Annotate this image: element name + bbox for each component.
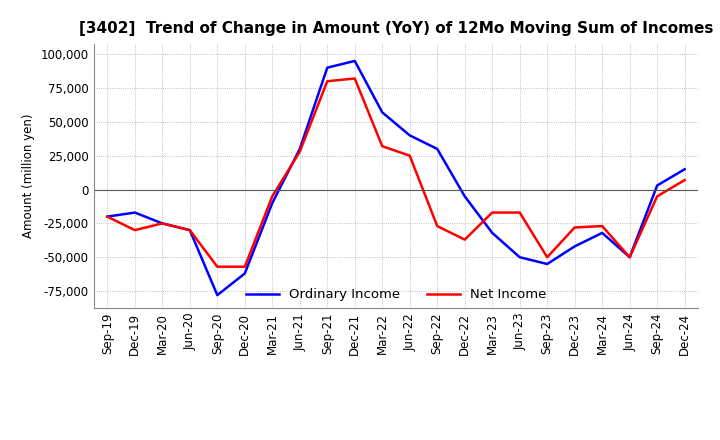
Ordinary Income xyxy=(543,261,552,267)
Net Income xyxy=(488,210,497,215)
Net Income xyxy=(626,255,634,260)
Net Income xyxy=(103,214,112,219)
Line: Net Income: Net Income xyxy=(107,78,685,267)
Y-axis label: Amount (million yen): Amount (million yen) xyxy=(22,114,35,238)
Net Income xyxy=(213,264,222,269)
Ordinary Income xyxy=(433,146,441,151)
Ordinary Income xyxy=(130,210,139,215)
Ordinary Income xyxy=(460,194,469,199)
Net Income xyxy=(460,237,469,242)
Ordinary Income xyxy=(653,183,662,188)
Net Income xyxy=(433,224,441,229)
Net Income xyxy=(543,255,552,260)
Ordinary Income xyxy=(680,167,689,172)
Net Income xyxy=(186,227,194,233)
Net Income xyxy=(598,224,606,229)
Net Income xyxy=(351,76,359,81)
Net Income xyxy=(653,194,662,199)
Net Income xyxy=(378,143,387,149)
Ordinary Income xyxy=(103,214,112,219)
Line: Ordinary Income: Ordinary Income xyxy=(107,61,685,295)
Ordinary Income xyxy=(516,255,524,260)
Ordinary Income xyxy=(323,65,332,70)
Net Income xyxy=(295,149,304,154)
Net Income xyxy=(158,221,166,226)
Net Income xyxy=(323,79,332,84)
Ordinary Income xyxy=(295,146,304,151)
Net Income xyxy=(268,194,276,199)
Ordinary Income xyxy=(186,227,194,233)
Ordinary Income xyxy=(268,201,276,206)
Net Income xyxy=(130,227,139,233)
Ordinary Income xyxy=(405,133,414,138)
Title: [3402]  Trend of Change in Amount (YoY) of 12Mo Moving Sum of Incomes: [3402] Trend of Change in Amount (YoY) o… xyxy=(78,21,714,36)
Net Income xyxy=(240,264,249,269)
Net Income xyxy=(405,153,414,158)
Net Income xyxy=(680,177,689,183)
Ordinary Income xyxy=(240,271,249,276)
Ordinary Income xyxy=(570,244,579,249)
Net Income xyxy=(570,225,579,230)
Ordinary Income xyxy=(158,221,166,226)
Ordinary Income xyxy=(378,110,387,115)
Net Income xyxy=(516,210,524,215)
Ordinary Income xyxy=(626,255,634,260)
Ordinary Income xyxy=(213,293,222,298)
Ordinary Income xyxy=(488,230,497,235)
Ordinary Income xyxy=(351,58,359,63)
Legend: Ordinary Income, Net Income: Ordinary Income, Net Income xyxy=(240,283,552,307)
Ordinary Income xyxy=(598,230,606,235)
